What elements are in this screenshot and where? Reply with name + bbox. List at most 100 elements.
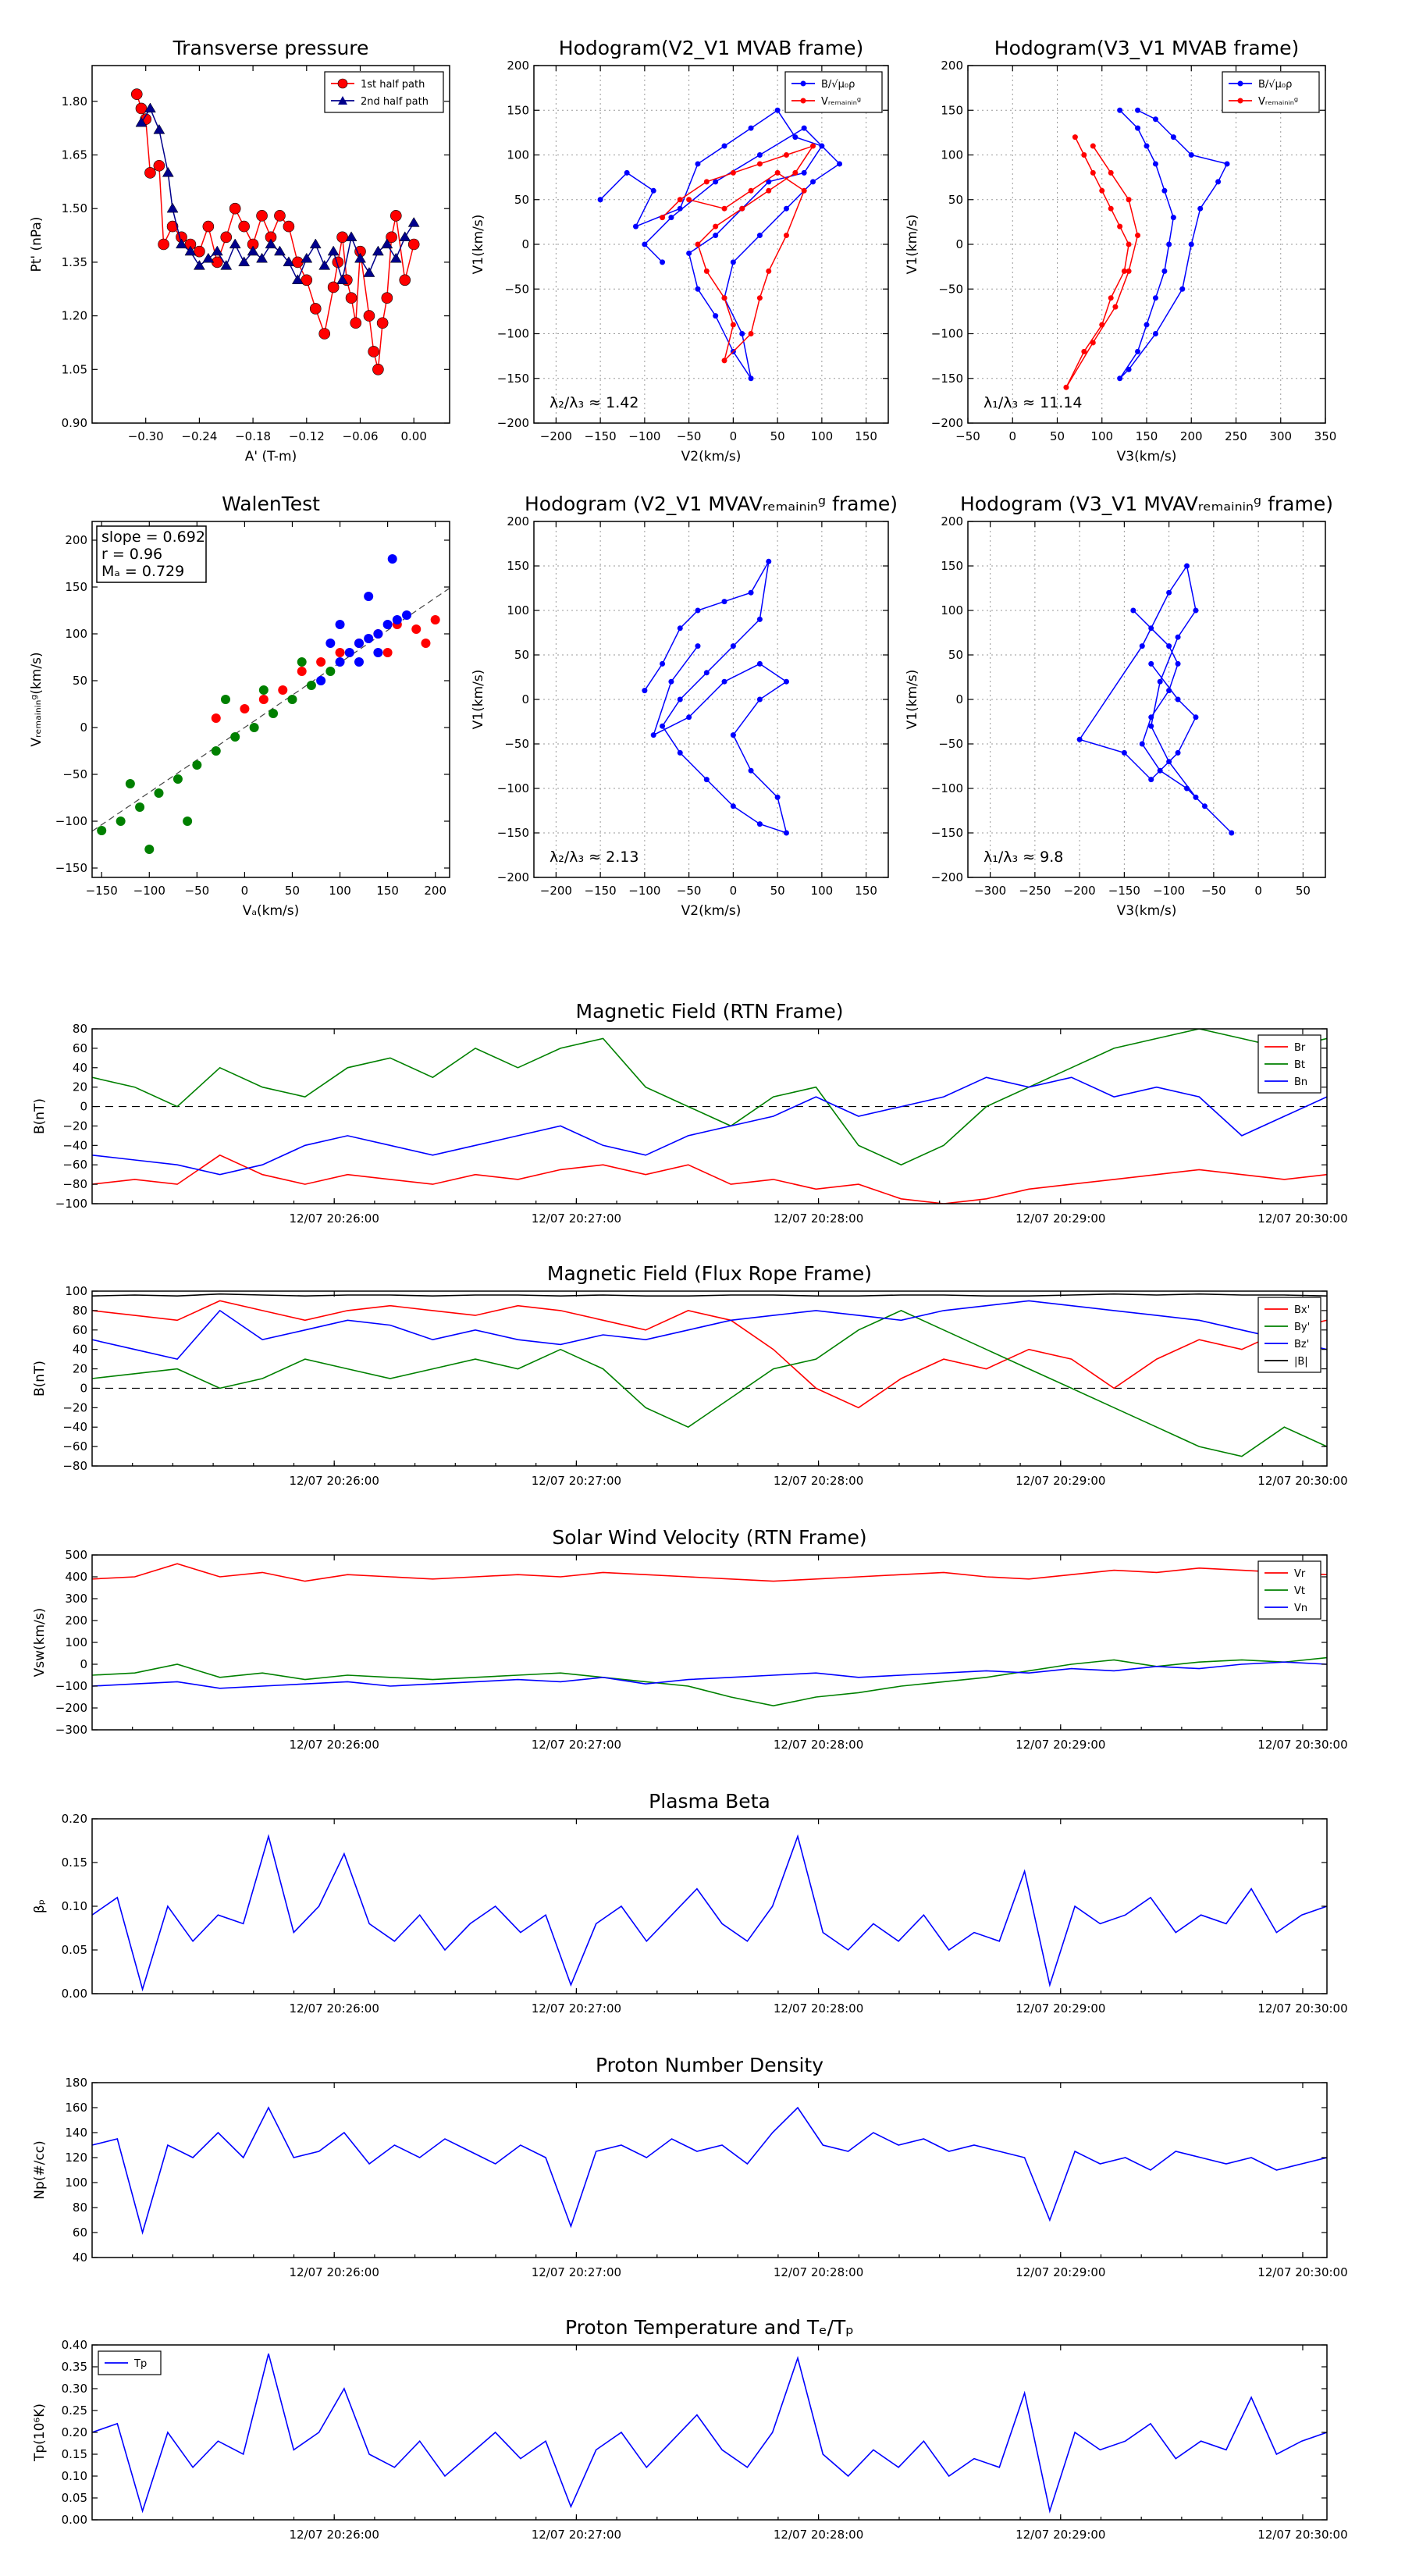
data-point xyxy=(650,187,656,194)
x-tick-label: 12/07 20:30:00 xyxy=(1257,2265,1347,2279)
data-point xyxy=(402,610,412,620)
data-point xyxy=(1193,794,1199,800)
chart-title: Proton Temperature and Tₑ/Tₚ xyxy=(565,2316,854,2339)
data-point xyxy=(801,125,807,131)
chart-h1: −200 −150 −100 −50 0 50 100 150 200 −200 −150 −100 −… xyxy=(471,37,889,464)
data-point xyxy=(318,328,331,340)
chart-ts_beta: 0.00 0.05 0.10 0.15 0.20 12/07 20:26:00 12/07 … xyxy=(32,1790,1348,2016)
chart-ts_np: 40 60 80 100 120 140 160 180 12/07 20:26:00 12/07… xyxy=(32,2054,1348,2279)
y-tick-label: 0.05 xyxy=(62,2491,87,2505)
y-tick-label: 150 xyxy=(941,103,963,117)
y-tick-label: −80 xyxy=(62,1177,87,1191)
data-point xyxy=(730,259,736,265)
x-tick-label: 12/07 20:28:00 xyxy=(774,2265,863,2279)
data-point xyxy=(774,794,781,800)
y-axis-label: V1(km/s) xyxy=(905,670,920,730)
data-point xyxy=(363,310,375,322)
data-point xyxy=(247,245,259,256)
data-point xyxy=(713,179,719,185)
data-point xyxy=(344,648,354,657)
data-point xyxy=(144,845,155,854)
data-point xyxy=(316,657,326,667)
y-tick-label: −50 xyxy=(504,737,529,751)
y-tick-label: 60 xyxy=(73,2226,87,2240)
data-point xyxy=(677,205,683,212)
legend-label: Vᵣₑₘₐᵢₙᵢₙᵍ xyxy=(1258,96,1298,108)
data-point xyxy=(373,629,383,639)
plot-marks xyxy=(1063,107,1230,390)
data-point xyxy=(756,233,763,239)
series-bt xyxy=(92,1029,1327,1166)
data-point xyxy=(335,657,345,667)
data-point xyxy=(1148,714,1154,720)
chart-walen: −150 −100 −50 0 50 100 150 200 −150 −100 −50 0 50 100… xyxy=(29,493,450,919)
stats-line: slope = 0.692 xyxy=(101,528,205,546)
data-point xyxy=(211,245,223,256)
x-tick-label: 12/07 20:27:00 xyxy=(532,1212,621,1226)
x-tick-label: 12/07 20:28:00 xyxy=(774,2528,863,2542)
y-tick-label: −40 xyxy=(62,1420,87,1434)
data-point xyxy=(1135,348,1141,354)
y-tick-label: 160 xyxy=(65,2101,87,2115)
data-point xyxy=(125,779,135,788)
y-tick-label: 0.10 xyxy=(62,2469,87,2483)
chart-title: Hodogram (V2_V1 MVAVᵣₑₘₐᵢₙᵢₙᵍ frame) xyxy=(525,493,898,515)
data-point xyxy=(810,179,816,185)
y-axis-label: Pt' (nPa) xyxy=(29,217,44,272)
x-tick-label: 0 xyxy=(1008,429,1016,443)
data-point xyxy=(695,643,701,649)
y-tick-label: 0 xyxy=(80,1381,87,1395)
y-tick-label: −200 xyxy=(931,870,963,884)
x-tick-label: 12/07 20:28:00 xyxy=(774,1474,863,1488)
series-line xyxy=(92,1300,1327,1409)
data-point xyxy=(1090,143,1096,149)
y-tick-label: 100 xyxy=(65,2176,87,2190)
x-tick-label: 50 xyxy=(1050,429,1065,443)
data-point xyxy=(783,830,789,836)
data-point xyxy=(721,143,727,149)
data-point xyxy=(1112,304,1119,310)
data-point xyxy=(1099,187,1105,194)
y-tick-label: 50 xyxy=(514,648,529,662)
series-line xyxy=(92,1661,1327,1689)
y-tick-label: 500 xyxy=(65,1548,87,1562)
chart-title: Hodogram(V3_V1 MVAB frame) xyxy=(994,37,1299,59)
legend: Br Bt Bn xyxy=(1257,1034,1321,1094)
legend-box xyxy=(1257,1297,1321,1373)
y-tick-label: 0 xyxy=(521,237,529,251)
y-tick-label: 0 xyxy=(80,1657,87,1671)
data-point xyxy=(363,267,375,277)
y-tick-label: 0 xyxy=(955,237,963,251)
x-tick-label: −150 xyxy=(86,884,118,898)
data-point xyxy=(801,169,807,176)
data-point xyxy=(1148,625,1154,632)
eigenvalue-ratio: λ₁/λ₃ ≈ 11.14 xyxy=(984,394,1083,411)
data-point xyxy=(376,317,389,329)
x-tick-label: 12/07 20:30:00 xyxy=(1257,2001,1347,2016)
data-point xyxy=(642,241,648,247)
legend-label: Bt xyxy=(1294,1059,1305,1071)
data-point xyxy=(291,274,304,284)
data-point xyxy=(301,252,313,263)
data-point xyxy=(1175,660,1181,667)
data-point xyxy=(327,281,340,294)
data-point xyxy=(269,709,279,718)
x-tick-label: 12/07 20:29:00 xyxy=(1016,1738,1105,1752)
plot-area xyxy=(92,2083,1327,2258)
data-point xyxy=(202,220,215,233)
data-point xyxy=(309,238,322,249)
data-point xyxy=(176,238,187,249)
data-point xyxy=(756,152,763,158)
y-axis-label: βₚ xyxy=(32,1899,48,1913)
x-tick-label: 0 xyxy=(730,884,738,898)
data-point xyxy=(1152,331,1158,336)
chart-title: Plasma Beta xyxy=(649,1790,770,1813)
data-point xyxy=(1063,384,1069,390)
data-point xyxy=(144,167,156,179)
chart-title: Solar Wind Velocity (RTN Frame) xyxy=(552,1526,866,1549)
y-tick-label: 0.05 xyxy=(62,1943,87,1957)
y-axis-label: B(nT) xyxy=(32,1361,48,1397)
data-point xyxy=(695,161,701,167)
y-axis-label: V1(km/s) xyxy=(471,215,486,275)
data-point xyxy=(1224,161,1230,167)
